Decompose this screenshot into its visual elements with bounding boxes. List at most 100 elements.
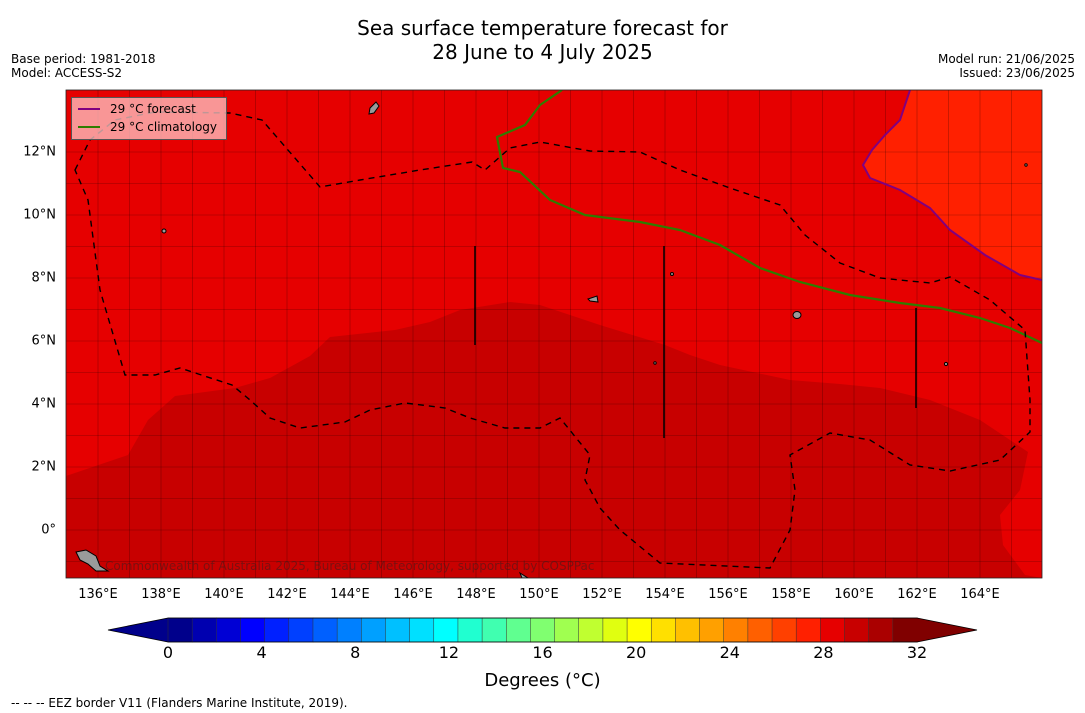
colorbar-under-arrow [108,618,168,642]
colorbar-swatch [650,617,677,643]
island-pohnpei [792,311,802,319]
colorbar-swatch [868,617,894,643]
lat-tick-label: 12°N [23,144,56,160]
colorbar-swatch [457,617,483,643]
issued-text: Issued: 23/06/2025 [959,66,1075,80]
colorbar-title: Degrees (°C) [484,670,601,691]
lon-tick-label: 138°E [141,587,181,602]
colorbar-swatch [336,617,363,643]
colorbar-over-arrow [917,618,977,642]
island-guam [368,101,380,115]
colorbar-swatch [191,617,218,643]
island-small-5 [1024,163,1028,167]
lon-tick-label: 158°E [771,587,811,602]
colorbar-swatch [820,617,846,643]
forecast-29c-contour [861,90,1042,281]
lon-tick-label: 154°E [645,587,685,602]
lon-tick-label: 164°E [960,587,1000,602]
lat-tick-label: 4°N [31,396,57,412]
eez-border-palau-fsm [74,111,1031,569]
eez-footnote: -- -- -- EEZ border V11 (Flanders Marine… [11,696,348,710]
lon-tick-label: 146°E [393,587,433,602]
lon-tick-label: 148°E [456,587,496,602]
colorbar-swatch [506,617,532,643]
legend-climatology-label: 29 °C climatology [110,120,218,134]
colorbar-swatch [675,617,701,643]
legend-forecast-row: 29 °C forecast [78,101,196,117]
island-small-3 [670,272,674,276]
colorbar-swatch [892,617,918,643]
legend-forecast-swatch [78,108,100,110]
islands [75,101,1028,578]
lon-tick-label: 144°E [330,587,370,602]
colorbar-swatch [167,617,193,643]
colorbar-swatch [699,617,725,643]
colorbar-tick-label: 0 [162,643,174,662]
colorbar-swatch [626,617,652,643]
colorbar-tick-label: 20 [625,643,647,662]
colorbar-swatch [747,617,773,643]
lon-tick-label: 156°E [708,587,748,602]
colorbar-outline [107,617,978,643]
legend-climatology-row: 29 °C climatology [78,119,217,135]
colorbar-tick-label: 28 [813,643,834,662]
colorbar-tick-label: 4 [256,643,267,662]
map-frame [65,89,1043,579]
lon-tick-label: 162°E [897,587,937,602]
colorbar-tick-label: 24 [719,643,740,662]
model-text: Model: ACCESS-S2 [11,66,123,80]
lon-tick-label: 142°E [267,587,307,602]
lat-tick-label: 8°N [31,270,57,286]
colorbar-swatch [602,617,628,643]
colorbar-swatch [312,617,338,643]
colorbar-swatch [409,617,435,643]
island-small-1 [587,295,599,303]
lat-tick-label: 6°N [31,333,57,349]
legend-climatology-swatch [78,126,100,128]
colorbar-swatch [723,617,749,643]
island-small-4 [653,361,657,365]
colorbar-tick-label: 12 [438,643,460,662]
chart-title-line1: Sea surface temperature forecast for [357,16,728,40]
colorbar-swatch [481,617,508,643]
model-run-text: Model run: 21/06/2025 [937,52,1075,66]
sst-band-27-28 [863,90,1042,280]
colorbar-swatch [530,617,556,643]
sst-band-29-30 [66,302,1042,578]
colorbar-swatch [216,617,242,643]
map-area [66,90,1042,578]
colorbar-swatch [288,617,314,643]
colorbar-swatch [264,617,290,643]
lat-tick-label: 0° [41,522,56,538]
chart-title-line2: 28 June to 4 July 2025 [432,40,653,64]
vertical-markers [474,246,917,438]
lon-tick-label: 140°E [204,587,244,602]
lat-tick-label: 2°N [31,459,57,475]
colorbar-swatch [433,617,459,643]
lon-tick-label: 152°E [582,587,622,602]
colorbar-swatch [771,617,797,643]
map-credit-text: Commonwealth of Australia 2025, Bureau o… [105,559,595,573]
legend-forecast-label: 29 °C forecast [110,102,196,116]
colorbar [107,617,978,643]
colorbar-tick-label: 8 [350,643,361,662]
colorbar-swatch [385,617,411,643]
lon-tick-label: 160°E [834,587,874,602]
colorbar-swatch [554,617,580,643]
colorbar-swatch [578,617,604,643]
colorbar-swatch [844,617,870,643]
eez-borders [74,111,1031,569]
colorbar-tick-label: 16 [532,643,553,662]
island-yap [161,228,167,234]
lon-tick-label: 136°E [78,587,118,602]
colorbar-swatch [240,617,266,643]
map-gridlines [66,90,1042,578]
colorbar-tick-label: 32 [906,643,928,662]
island-small-2 [518,571,529,578]
island-new-guinea-north [75,549,110,572]
lon-tick-label: 150°E [519,587,559,602]
base-period-text: Base period: 1981-2018 [11,52,156,66]
colorbar-swatch [795,617,822,643]
island-kosrae [943,361,949,367]
